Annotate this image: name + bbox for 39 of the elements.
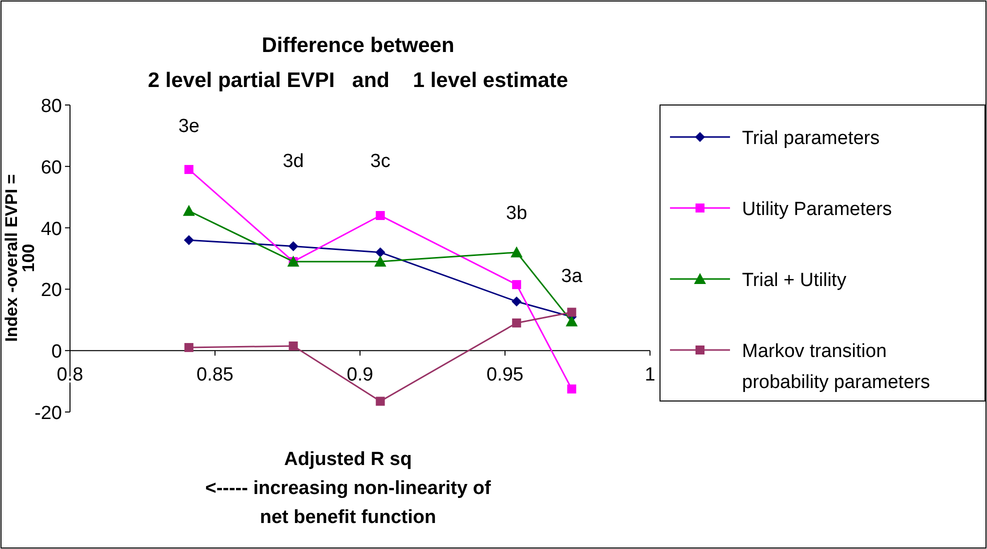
x-tick-label: 0.95	[486, 364, 524, 386]
annotation: 3e	[178, 116, 200, 137]
x-tick-label: 1	[644, 364, 656, 386]
y-tick-label: 60	[40, 157, 62, 178]
point	[567, 308, 576, 317]
point	[512, 296, 522, 306]
annotation: 3c	[370, 151, 390, 172]
legend-label: Trial + Utility	[742, 270, 847, 291]
legend-label: Markov transition probability parameters	[742, 341, 930, 393]
point	[567, 384, 576, 394]
point	[374, 256, 386, 267]
annotation: 3b	[506, 203, 528, 224]
y-axis-title: Index -overall EVPI = 100	[2, 174, 38, 342]
y-tick-label: 0	[51, 342, 62, 363]
point	[376, 211, 385, 220]
x-tick-label: 0.85	[196, 364, 234, 386]
point	[184, 235, 194, 246]
x-tick-label: 0.9	[346, 364, 374, 386]
point	[288, 241, 298, 252]
point	[375, 247, 386, 258]
x-axis-title: Adjusted R sq <----- increasing non-linearity of net benefit function	[205, 449, 492, 528]
legend-label: Utility Parameters	[742, 199, 892, 220]
point	[512, 280, 522, 290]
point	[184, 343, 194, 352]
y-tick-label: 80	[40, 96, 62, 117]
chart-title: Difference between 2 level partial EVPI and 1 level estimate	[148, 34, 568, 92]
annotation: 3d	[282, 151, 304, 172]
annotation: 3a	[561, 266, 583, 287]
point	[182, 204, 195, 216]
y-tick-label: 20	[40, 280, 62, 302]
point	[566, 315, 578, 326]
legend-label: Trial parameters	[742, 128, 880, 149]
y-tick-label: -20	[34, 403, 62, 424]
point	[184, 164, 194, 174]
point	[288, 341, 298, 350]
point	[376, 396, 385, 406]
point	[510, 246, 523, 258]
y-tick-label: 40	[40, 218, 62, 240]
point	[512, 318, 522, 328]
